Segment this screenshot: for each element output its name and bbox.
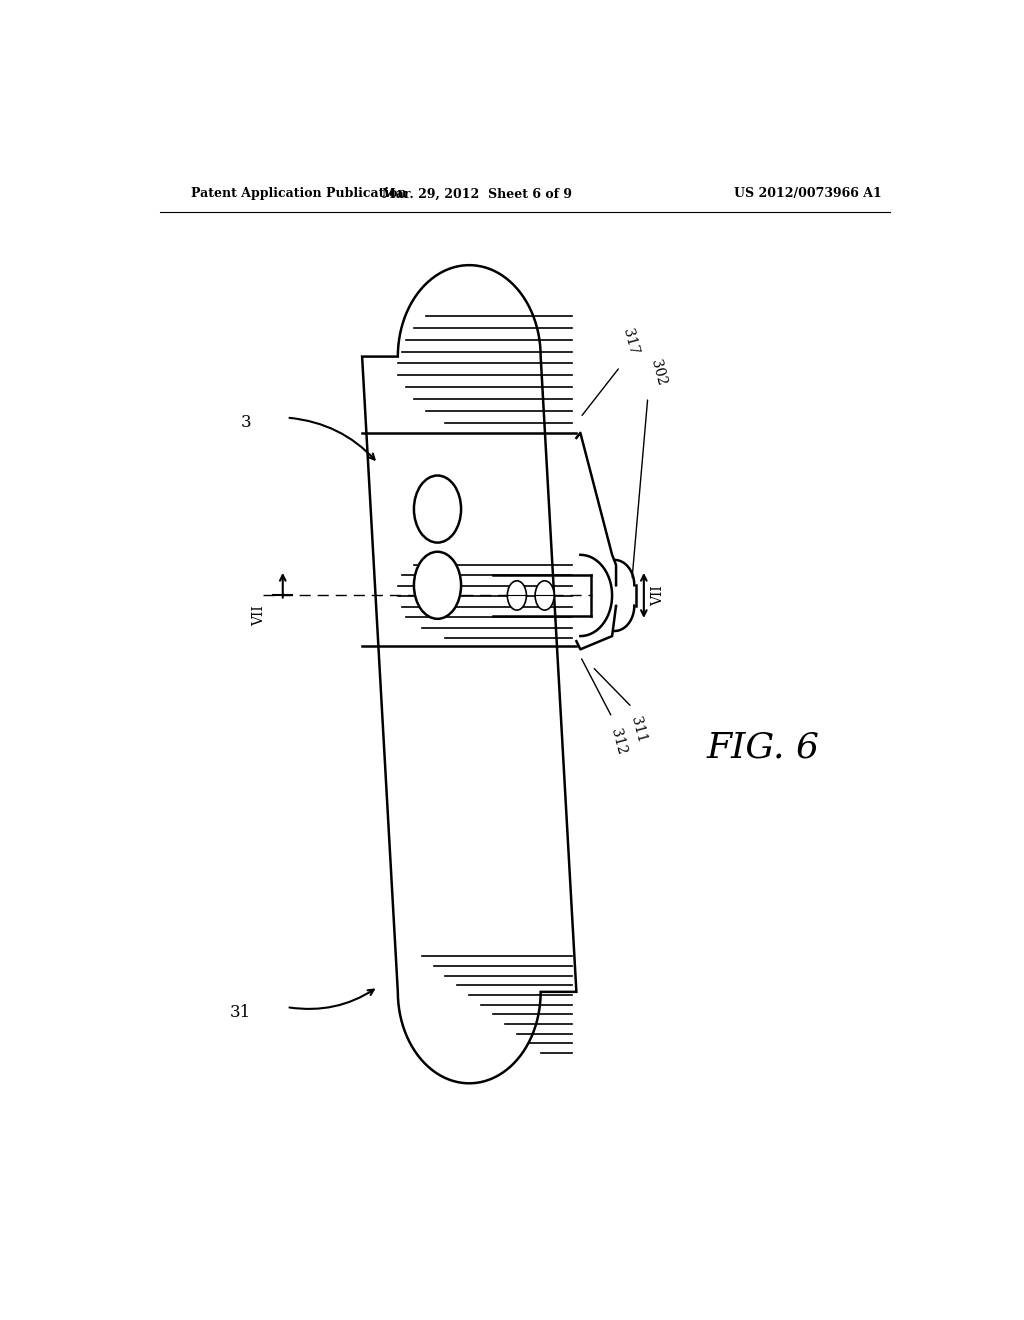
- Text: 317: 317: [620, 327, 640, 356]
- Text: US 2012/0073966 A1: US 2012/0073966 A1: [734, 187, 882, 201]
- Text: Mar. 29, 2012  Sheet 6 of 9: Mar. 29, 2012 Sheet 6 of 9: [382, 187, 572, 201]
- Text: VII: VII: [252, 606, 266, 627]
- Text: 31: 31: [229, 1003, 251, 1020]
- Text: 312: 312: [608, 727, 629, 756]
- Ellipse shape: [414, 552, 461, 619]
- Text: 311: 311: [628, 715, 648, 744]
- Ellipse shape: [507, 581, 526, 610]
- Ellipse shape: [536, 581, 554, 610]
- Text: 3: 3: [241, 414, 251, 432]
- Text: FIG. 6: FIG. 6: [707, 731, 819, 764]
- Ellipse shape: [414, 475, 461, 543]
- Text: 302: 302: [648, 358, 668, 387]
- Text: Patent Application Publication: Patent Application Publication: [191, 187, 407, 201]
- Text: VII: VII: [651, 585, 666, 606]
- Polygon shape: [362, 265, 577, 1084]
